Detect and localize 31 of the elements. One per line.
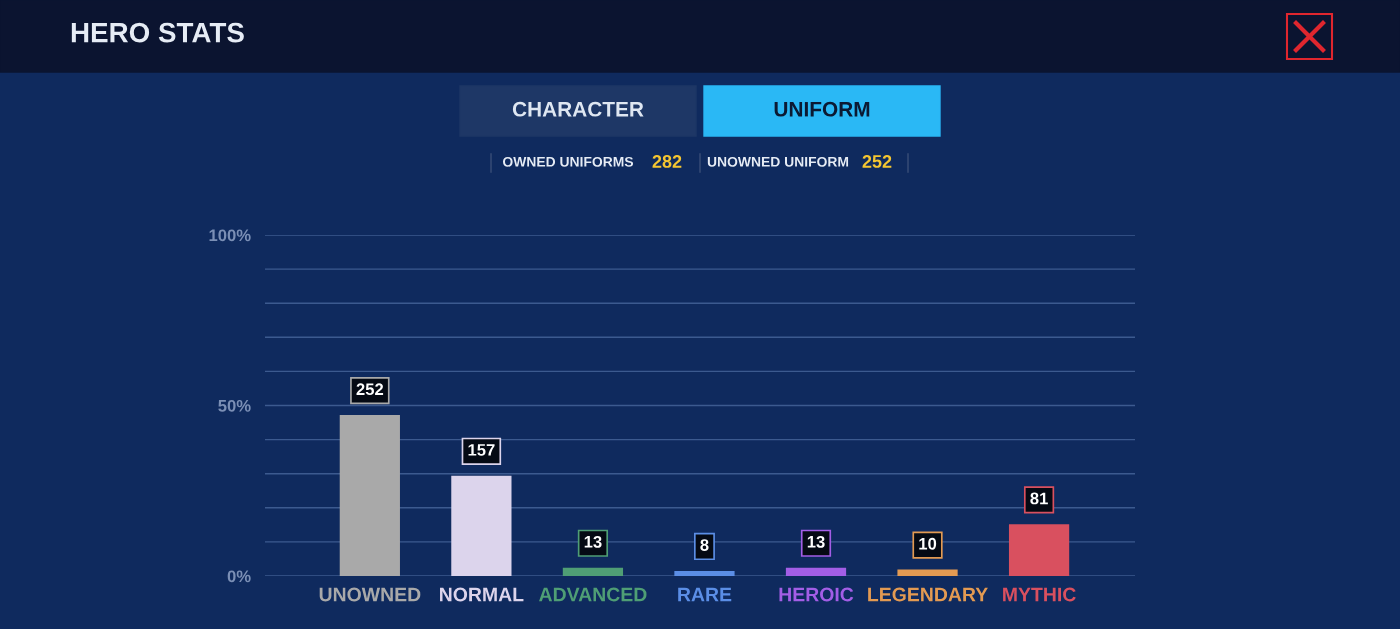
- text: UNOWNED UNIFORM: [707, 156, 849, 167]
- bar: [339, 415, 400, 576]
- x-tick-label: RARE: [678, 587, 732, 602]
- data-label: 13: [584, 535, 602, 548]
- bar: [674, 570, 735, 576]
- y2-tick-label: 50%: [218, 399, 251, 412]
- x-tick-label: MYTHIC: [1003, 587, 1076, 602]
- text: CHARACTER: [512, 101, 644, 117]
- text: 282: [652, 155, 682, 168]
- text: UNIFORM: [774, 101, 870, 117]
- chart-title: HERO STATS: [71, 22, 244, 43]
- bar: [451, 475, 512, 576]
- data-label: 157: [468, 444, 495, 456]
- text: OWNED UNIFORMS: [502, 156, 634, 167]
- text: 252: [862, 155, 892, 168]
- bar: [1008, 524, 1070, 576]
- x-tick-label: LEGENDARY: [868, 587, 988, 602]
- x-tick-label: UNOWNED: [319, 587, 421, 602]
- data-label: 81: [1030, 492, 1048, 505]
- x-tick-label: ADVANCED: [539, 587, 647, 602]
- x-tick-label: HEROIC: [779, 587, 854, 602]
- y2-tick-label: 100%: [209, 229, 251, 242]
- x-tick-label: NORMAL: [440, 587, 524, 602]
- bar: [562, 567, 624, 576]
- data-label: 252: [356, 383, 384, 396]
- bar: [897, 569, 958, 576]
- y2-tick-label: 0%: [227, 570, 251, 583]
- data-label: 13: [807, 535, 825, 548]
- data-label: 8: [700, 539, 709, 551]
- data-label: 10: [919, 537, 937, 550]
- bar: [785, 567, 847, 576]
